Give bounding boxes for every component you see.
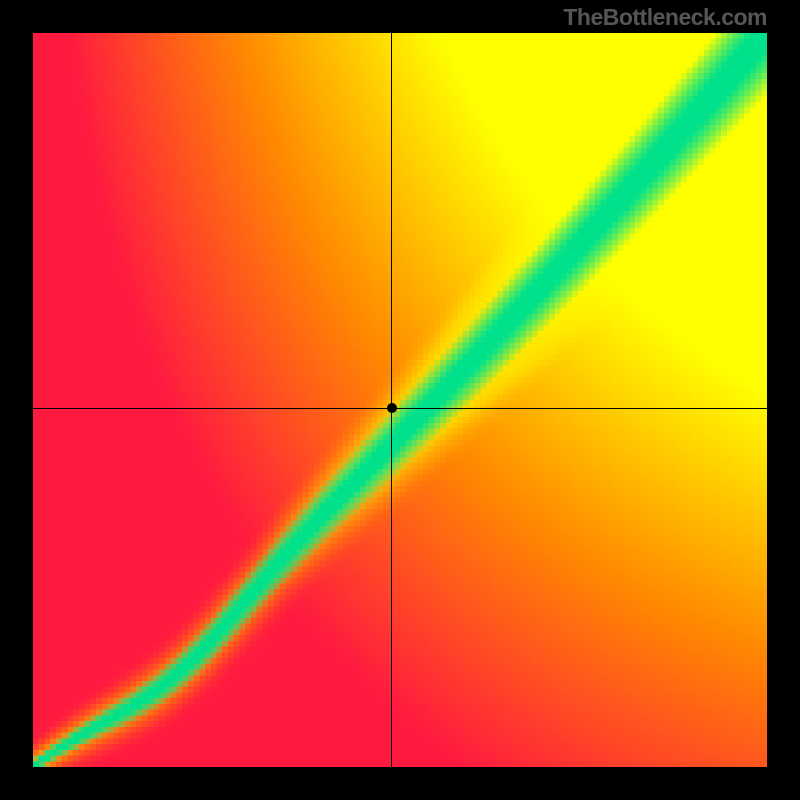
intersection-marker — [387, 403, 397, 413]
bottleneck-heatmap — [33, 33, 767, 767]
watermark-text: TheBottleneck.com — [563, 4, 767, 31]
crosshair-horizontal — [33, 408, 767, 409]
crosshair-vertical — [391, 33, 392, 767]
